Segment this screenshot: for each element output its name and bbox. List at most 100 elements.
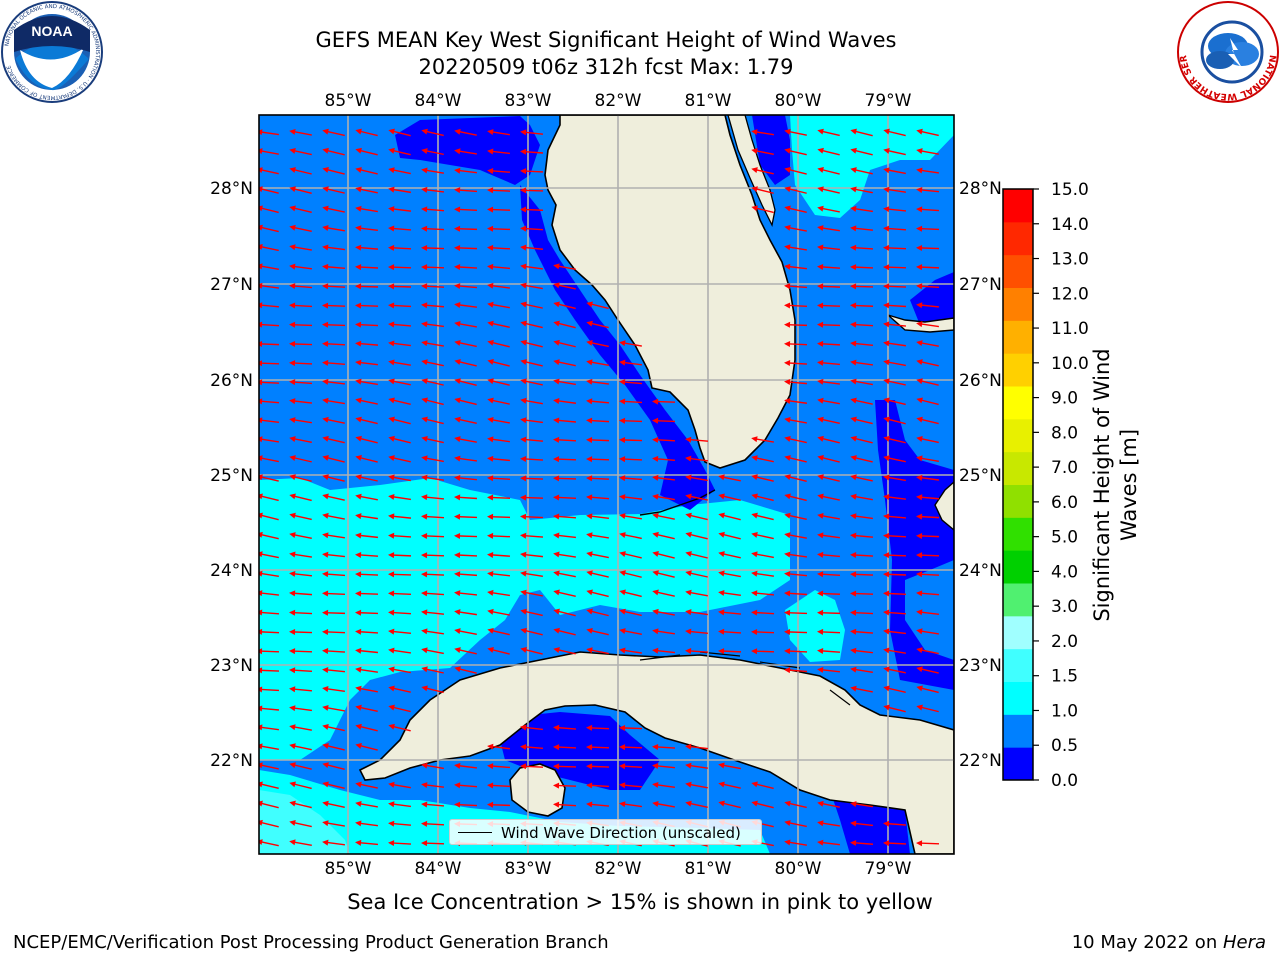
lightcyan-patch-sw (259, 790, 350, 854)
wind-arrow (817, 512, 840, 520)
wind-arrow (685, 455, 709, 462)
wind-arrow (454, 167, 478, 174)
wind-arrow (652, 398, 676, 405)
wind-arrow (586, 513, 610, 520)
wind-arrow (685, 762, 708, 769)
wind-arrow (289, 532, 312, 540)
wind-arrow (322, 186, 345, 194)
wind-arrow (784, 455, 807, 463)
wind-arrow (850, 801, 873, 808)
wind-arrow (553, 647, 576, 655)
wind-arrow (421, 359, 444, 367)
wind-arrow (751, 781, 774, 790)
wind-arrow (553, 724, 577, 731)
wind-arrow (916, 571, 940, 578)
wind-arrow (586, 456, 610, 463)
lon-tick-top: 79°W (865, 91, 912, 111)
wind-arrow (883, 628, 907, 635)
wind-arrow (553, 608, 576, 617)
colorbar-label-line2: Waves [m] (1117, 428, 1141, 542)
wind-arrow (883, 397, 906, 406)
wind-arrow (718, 609, 742, 616)
lon-tick-top: 83°W (505, 91, 552, 111)
wind-arrow (916, 416, 939, 425)
wind-arrow (322, 532, 345, 539)
wind-arrow (520, 168, 544, 175)
wind-arrow (289, 147, 312, 156)
wind-arrow (883, 147, 906, 156)
wind-arrow (916, 340, 939, 347)
wind-arrow (289, 224, 312, 232)
wind-arrow (784, 590, 808, 597)
wind-arrow (487, 416, 510, 424)
wind-arrow (751, 570, 774, 577)
lat-tick-left: 26°N (210, 371, 253, 391)
wind-arrow (850, 205, 873, 213)
wind-arrow (916, 128, 939, 137)
wind-arrow (619, 475, 643, 482)
wind-arrow (289, 667, 313, 674)
wind-arrow (586, 359, 609, 366)
wind-arrow (520, 743, 544, 750)
wind-arrow (784, 147, 807, 156)
wind-arrow (322, 359, 346, 366)
wind-arrow (487, 627, 510, 636)
wind-arrow (487, 513, 511, 520)
wind-arrow (883, 283, 907, 290)
wind-arrow (553, 551, 576, 558)
wind-arrow (850, 340, 874, 347)
wind-arrow (916, 225, 940, 232)
wind-arrow (289, 839, 312, 847)
wind-arrow (916, 590, 940, 597)
wind-arrow (916, 244, 940, 251)
land-cuba-north-cays (639, 651, 851, 706)
wind-arrow (553, 570, 576, 578)
wind-arrow (289, 455, 312, 463)
wind-arrow (355, 128, 378, 137)
colorbar-segment (1003, 221, 1033, 256)
wind-arrow (619, 456, 643, 463)
wind-arrow (421, 321, 444, 328)
wind-arrow (784, 128, 807, 136)
wind-arrow (685, 570, 708, 578)
wind-arrow (883, 685, 906, 693)
wind-arrow (586, 744, 610, 751)
colorbar-segment (1003, 583, 1033, 617)
wind-arrow (619, 532, 642, 540)
wind-arrow (487, 436, 510, 443)
wind-arrow (289, 186, 312, 194)
wind-arrow (916, 167, 939, 174)
wind-arrow (586, 340, 609, 348)
wind-arrow (388, 321, 412, 328)
wind-arrow (421, 435, 444, 444)
wind-arrow (289, 128, 312, 136)
lat-tick-right: 26°N (959, 371, 1002, 391)
wind-arrow (388, 128, 411, 137)
wind-arrow (520, 608, 543, 617)
wind-arrow (520, 187, 544, 194)
lat-tick-right: 25°N (959, 466, 1002, 486)
wind-arrow (850, 147, 873, 156)
wind-arrow (586, 782, 610, 789)
wind-arrow (322, 839, 345, 846)
wind-arrow (916, 359, 939, 367)
wind-arrow (751, 628, 775, 635)
wind-arrow (883, 359, 906, 367)
wind-arrow (751, 512, 774, 521)
colorbar-segment (1003, 353, 1033, 387)
wind-arrow (421, 397, 444, 406)
wind-arrow (355, 666, 378, 673)
wind-arrow (355, 283, 379, 290)
wind-arrow (916, 436, 939, 444)
colorbar-tick-label: 0.0 (1051, 771, 1078, 791)
wind-arrow (817, 435, 840, 444)
colorbar-tick-label: 1.5 (1051, 667, 1078, 687)
wind-arrow (850, 435, 873, 444)
wind-arrow (520, 378, 543, 386)
wind-arrow (619, 782, 643, 789)
wind-arrow (289, 705, 312, 712)
wind-arrow (619, 513, 642, 520)
wind-arrow (520, 282, 543, 290)
wind-arrow (322, 321, 346, 328)
wind-arrow (289, 244, 312, 251)
